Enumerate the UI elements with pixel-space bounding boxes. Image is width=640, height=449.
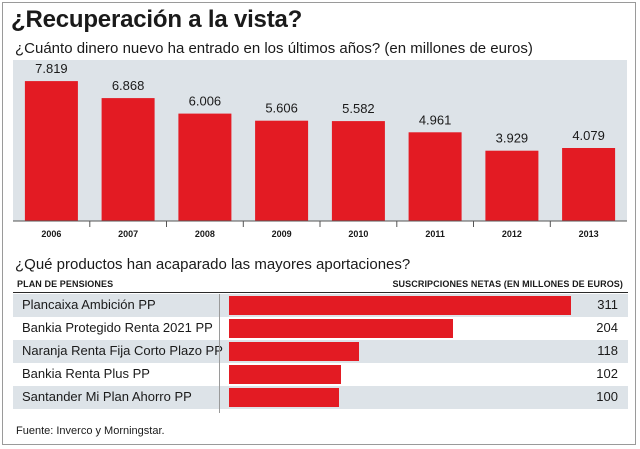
column-header-plan: PLAN DE PENSIONES: [17, 279, 114, 289]
column-header-subscriptions: SUSCRIPCIONES NETAS (EN MILLONES DE EURO…: [392, 279, 623, 289]
subscription-value: 118: [597, 343, 618, 358]
table-row: Naranja Renta Fija Corto Plazo PP 118: [13, 340, 628, 363]
value-label-2010: 5.582: [342, 101, 375, 116]
plan-name: Plancaixa Ambición PP: [22, 297, 156, 312]
table-row: Plancaixa Ambición PP 311: [13, 294, 628, 317]
subscription-value: 204: [596, 320, 618, 335]
page-title: ¿Recuperación a la vista?: [11, 6, 303, 33]
bar-2009: [255, 120, 309, 221]
bar-2008: [178, 113, 232, 221]
subscription-bar: [229, 365, 342, 384]
subscription-bar: [229, 342, 359, 361]
subscription-value: 102: [596, 366, 618, 381]
x-tick-2006: 2006: [41, 229, 61, 239]
plan-name: Bankia Protegido Renta 2021 PP: [22, 320, 213, 335]
value-label-2007: 6.868: [112, 78, 145, 93]
bar-2011: [408, 132, 462, 221]
value-label-2006: 7.819: [35, 61, 68, 76]
source-note: Fuente: Inverco y Morningstar.: [16, 425, 165, 437]
column-divider: [219, 294, 220, 413]
x-tick-2010: 2010: [348, 229, 368, 239]
x-tick-2009: 2009: [272, 229, 292, 239]
product-table: Plancaixa Ambición PP 311 Bankia Protegido…: [13, 294, 628, 409]
plan-name: Santander Mi Plan Ahorro PP: [22, 389, 192, 404]
bar-2006: [24, 81, 78, 221]
chart2-title: ¿Qué productos han acaparado las mayores…: [15, 256, 411, 273]
value-label-2008: 6.006: [189, 94, 222, 109]
value-label-2012: 3.929: [496, 131, 529, 146]
subscription-value: 100: [596, 389, 618, 404]
value-label-2009: 5.606: [265, 101, 298, 116]
x-tick-2013: 2013: [579, 229, 599, 239]
x-tick-2007: 2007: [118, 229, 138, 239]
table-row: Bankia Renta Plus PP 102: [13, 363, 628, 386]
table-row: Bankia Protegido Renta 2021 PP 204: [13, 317, 628, 340]
annual-inflows-chart: 7.819 2006 6.868 2007 6.006 2008 5.606 2009 5.58…: [13, 60, 627, 245]
x-tick-2008: 2008: [195, 229, 215, 239]
subscription-value: 311: [597, 297, 618, 312]
x-tick-2012: 2012: [502, 229, 522, 239]
plan-name: Bankia Renta Plus PP: [22, 366, 150, 381]
bar-2010: [331, 121, 385, 221]
bar-2007: [101, 98, 155, 221]
subscription-bar: [229, 388, 339, 407]
plan-name: Naranja Renta Fija Corto Plazo PP: [22, 343, 223, 358]
value-label-2011: 4.961: [419, 112, 452, 127]
bar-2013: [562, 148, 616, 221]
header-rule: [13, 292, 628, 293]
table-row: Santander Mi Plan Ahorro PP 100: [13, 386, 628, 409]
value-label-2013: 4.079: [572, 128, 605, 143]
infographic-frame: [2, 2, 636, 445]
chart1-title: ¿Cuánto dinero nuevo ha entrado en los ú…: [15, 40, 533, 57]
annual-inflows-svg: 7.819 2006 6.868 2007 6.006 2008 5.606 2009 5.58…: [13, 60, 627, 239]
subscription-bar: [229, 319, 454, 338]
subscription-bar: [229, 296, 572, 315]
bar-2012: [485, 150, 539, 221]
x-tick-2011: 2011: [425, 229, 445, 239]
